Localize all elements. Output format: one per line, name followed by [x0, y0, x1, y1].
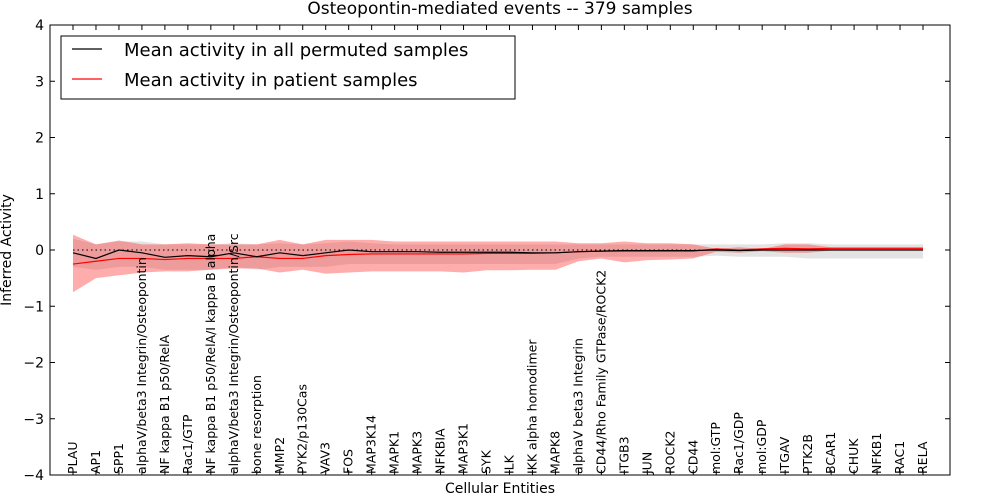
x-tick-label: Rac1/GDP: [731, 412, 746, 474]
x-tick-label: MAPK1: [387, 431, 402, 474]
x-tick-label: MMP2: [272, 437, 287, 474]
legend-label-permuted: Mean activity in all permuted samples: [124, 40, 468, 61]
x-tick-label: MAPK8: [547, 431, 562, 474]
x-tick-label: ITGAV: [777, 436, 792, 474]
y-axis-label: Inferred Activity: [0, 194, 15, 306]
series-lines: [72, 247, 923, 265]
x-tick-label: Rac1/GTP: [180, 414, 195, 474]
y-axis: −4 −3 −2 −1 0 1 2 3 4: [23, 18, 950, 484]
x-tick-label: PYK2/p130Cas: [295, 384, 310, 474]
x-axis-ticks: PLAU AP1 SPP1 alphaV/beta3 Integrin/Osteopo…: [65, 25, 930, 475]
x-tick-label: CD44/Rho Family GTPase/ROCK2: [593, 270, 608, 474]
x-tick-label: MAPK3: [410, 431, 425, 474]
x-tick-label: NFKBIA: [433, 428, 448, 474]
x-tick-label: NF kappa B1 p50/RelA: [157, 334, 172, 474]
x-tick-label: ITGB3: [616, 436, 631, 474]
y-tick-label: 4: [35, 18, 44, 34]
x-tick-label: BCAR1: [823, 432, 838, 474]
x-tick-label: alphaV/beta3 Integrin/Osteopontin/Src: [226, 233, 241, 474]
series-line-patient: [72, 247, 923, 265]
legend-label-patient: Mean activity in patient samples: [124, 70, 418, 91]
x-tick-label: SPP1: [111, 443, 126, 474]
confidence-bands: [73, 234, 923, 293]
x-tick-label: ROCK2: [662, 431, 677, 474]
x-tick-label: SYK: [479, 449, 494, 474]
band-permuted: [73, 238, 923, 270]
x-tick-label: PLAU: [65, 442, 80, 475]
x-tick-label: NF kappa B1 p50/RelA/I kappa B alpha: [203, 234, 218, 474]
y-tick-label: 1: [35, 187, 44, 203]
x-tick-label: NFKB1: [869, 433, 884, 474]
x-tick-label: CD44: [685, 440, 700, 474]
x-tick-label: mol:GDP: [754, 419, 769, 474]
series-line-permuted: [72, 249, 923, 260]
x-tick-label: mol:GTP: [708, 422, 723, 474]
x-tick-label: AP1: [88, 450, 103, 474]
x-tick-label: VAV3: [318, 442, 333, 474]
legend: Mean activity in all permuted samples Me…: [60, 35, 516, 100]
y-tick-label: −4: [23, 468, 44, 484]
y-tick-label: 2: [35, 131, 44, 147]
x-tick-label: MAP3K14: [364, 415, 379, 474]
x-tick-label: IKK alpha homodimer: [524, 339, 539, 474]
x-tick-label: CHUK: [846, 438, 861, 474]
legend-box: [60, 35, 516, 100]
y-tick-label: −3: [23, 412, 44, 428]
x-tick-label: JUN: [639, 452, 654, 475]
x-tick-label: MAP3K1: [456, 423, 471, 474]
y-tick-label: 3: [35, 74, 44, 90]
y-tick-label: −2: [23, 356, 44, 372]
x-tick-label: PTK2B: [800, 434, 815, 474]
x-tick-label: alphaV/beta3 Integrin/Osteopontin: [134, 257, 149, 474]
x-axis-label: Cellular Entities: [445, 481, 555, 497]
x-tick-label: RELA: [915, 441, 930, 474]
x-tick-label: FOS: [341, 449, 356, 474]
x-tick-label: ILK: [501, 454, 516, 474]
x-tick-label: alphaV beta3 Integrin: [570, 338, 585, 474]
chart-title: Osteopontin-mediated events -- 379 sampl…: [307, 0, 692, 19]
x-tick-label: RAC1: [892, 441, 907, 474]
y-tick-label: 0: [35, 243, 44, 259]
y-tick-label: −1: [23, 299, 44, 315]
x-tick-label: bone resorption: [249, 375, 264, 474]
